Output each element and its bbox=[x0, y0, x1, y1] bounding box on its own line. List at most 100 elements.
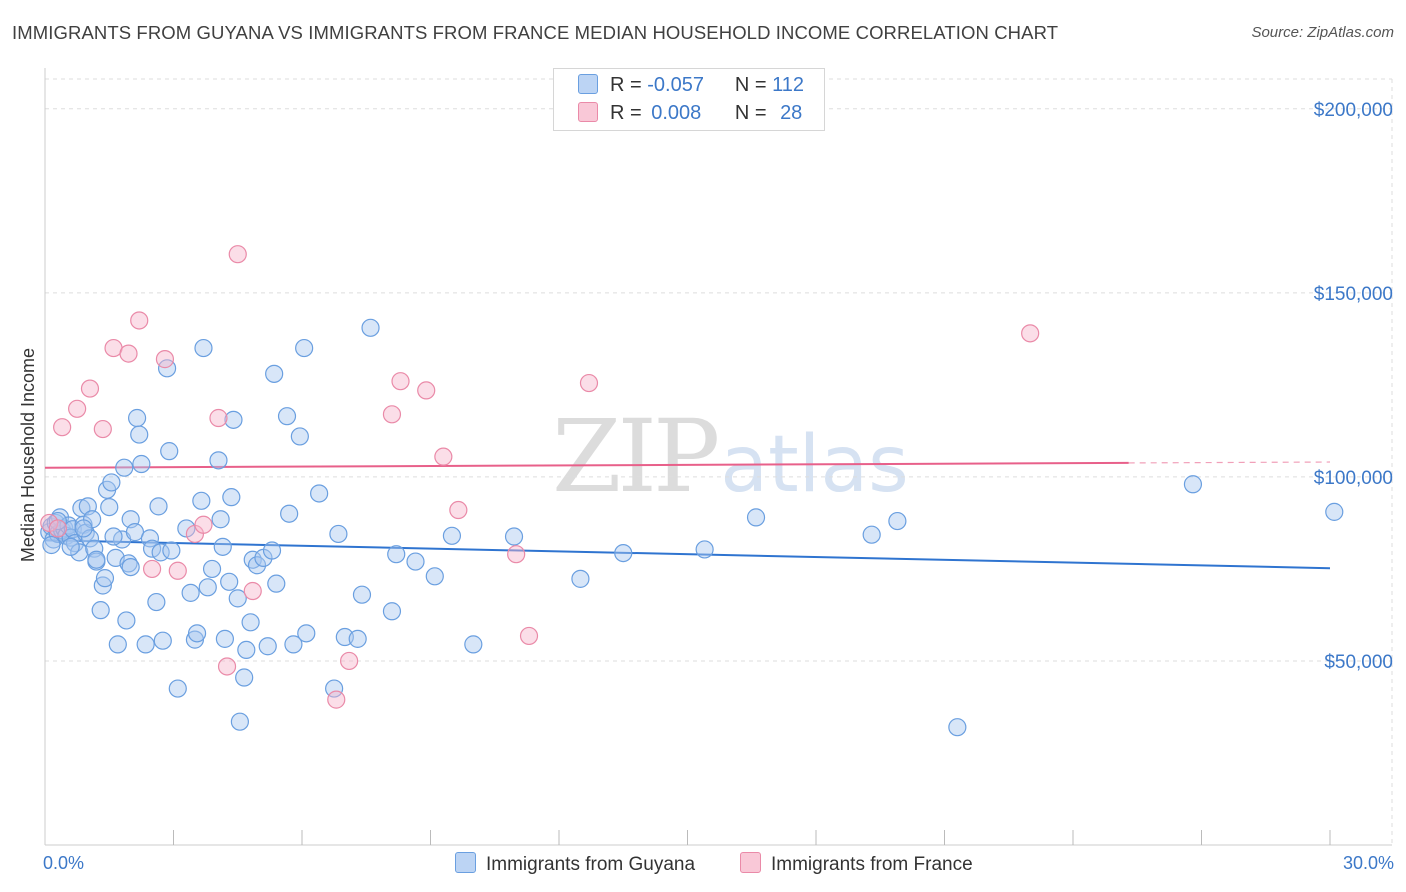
point-guyana bbox=[160, 442, 179, 461]
guyana-r-value: -0.057 bbox=[647, 74, 704, 96]
point-guyana bbox=[220, 572, 239, 591]
legend-row-france: R = 0.008 N = 28 bbox=[578, 102, 802, 126]
point-guyana bbox=[209, 451, 228, 470]
point-guyana bbox=[211, 510, 230, 529]
france-r-value: 0.008 bbox=[651, 102, 702, 124]
y-tick-label: $150,000 bbox=[1314, 284, 1393, 305]
point-guyana bbox=[127, 408, 147, 428]
point-guyana bbox=[888, 511, 907, 531]
point-france bbox=[434, 447, 453, 466]
point-france bbox=[579, 373, 599, 393]
point-france bbox=[80, 379, 100, 398]
point-guyana bbox=[262, 541, 282, 560]
point-guyana bbox=[1183, 475, 1203, 494]
point-guyana bbox=[115, 458, 134, 477]
point-guyana bbox=[695, 540, 714, 559]
point-guyana bbox=[42, 535, 61, 555]
point-guyana bbox=[267, 574, 286, 593]
france-n-value: 28 bbox=[780, 102, 803, 124]
point-guyana bbox=[117, 611, 136, 630]
point-guyana bbox=[91, 601, 110, 620]
point-guyana bbox=[194, 338, 213, 358]
point-guyana bbox=[325, 679, 344, 698]
axes bbox=[44, 68, 1392, 846]
point-france bbox=[449, 500, 468, 520]
chart-title: IMMIGRANTS FROM GUYANA VS IMMIGRANTS FRO… bbox=[12, 22, 1059, 43]
point-guyana bbox=[104, 527, 123, 546]
point-guyana bbox=[297, 624, 316, 643]
y-tick-label: $50,000 bbox=[1324, 652, 1393, 673]
point-guyana bbox=[121, 557, 140, 577]
point-guyana bbox=[181, 583, 200, 602]
point-france bbox=[142, 559, 162, 579]
point-guyana bbox=[571, 569, 590, 588]
point-france bbox=[382, 405, 402, 424]
point-guyana bbox=[948, 718, 967, 737]
point-guyana bbox=[149, 497, 168, 516]
point-guyana bbox=[108, 635, 127, 654]
point-guyana bbox=[247, 556, 267, 575]
point-guyana bbox=[258, 637, 277, 656]
point-guyana bbox=[132, 454, 151, 474]
point-france bbox=[93, 419, 112, 439]
point-guyana bbox=[222, 488, 241, 507]
point-guyana bbox=[130, 425, 149, 444]
bottom-france-swatch bbox=[740, 852, 761, 873]
bottom-legend-guyana: Immigrants from Guyana bbox=[455, 852, 695, 876]
x-tick-label-start: 0.0% bbox=[43, 853, 84, 873]
point-guyana bbox=[746, 508, 766, 527]
point-guyana bbox=[504, 527, 524, 546]
point-guyana bbox=[93, 576, 112, 595]
point-france bbox=[155, 350, 175, 369]
point-guyana bbox=[406, 552, 425, 571]
point-guyana bbox=[237, 640, 256, 660]
point-guyana bbox=[136, 635, 155, 654]
point-guyana bbox=[168, 679, 187, 698]
point-guyana bbox=[95, 569, 115, 588]
point-guyana bbox=[295, 338, 314, 358]
point-france bbox=[1021, 324, 1040, 343]
point-guyana bbox=[61, 537, 80, 556]
point-guyana bbox=[361, 318, 380, 337]
point-france bbox=[417, 381, 436, 400]
point-guyana bbox=[80, 529, 100, 548]
point-guyana bbox=[280, 504, 299, 523]
point-guyana bbox=[310, 484, 329, 503]
y-tick-label: $100,000 bbox=[1314, 468, 1393, 489]
point-guyana bbox=[329, 524, 348, 544]
guyana-n-value: 112 bbox=[772, 74, 804, 96]
guyana-swatch bbox=[578, 74, 598, 94]
point-france bbox=[48, 519, 67, 538]
point-france bbox=[507, 545, 526, 564]
point-guyana bbox=[265, 364, 284, 383]
point-guyana bbox=[213, 537, 232, 556]
point-guyana bbox=[614, 544, 633, 563]
trend-lines bbox=[44, 461, 1331, 570]
trend-line-guyana bbox=[44, 539, 1331, 570]
point-france bbox=[243, 581, 262, 601]
tick-labels: $50,000 $100,000 $150,000 $200,000 0.0% 30.0% bbox=[43, 100, 1394, 873]
point-guyana bbox=[382, 602, 402, 621]
point-france bbox=[217, 657, 237, 676]
france-n-label: N = bbox=[734, 102, 767, 124]
france-swatch bbox=[578, 102, 598, 122]
point-france bbox=[340, 651, 359, 671]
point-guyana bbox=[284, 635, 303, 654]
point-guyana bbox=[147, 592, 166, 612]
bottom-guyana-label: Immigrants from Guyana bbox=[486, 854, 696, 875]
point-guyana bbox=[228, 589, 247, 608]
point-guyana bbox=[87, 550, 106, 569]
point-france bbox=[119, 344, 138, 363]
correlation-legend: R = -0.057 N = 112 R = 0.008 N = 28 bbox=[553, 68, 825, 131]
point-guyana bbox=[153, 631, 172, 650]
point-guyana bbox=[425, 567, 444, 586]
grid-lines bbox=[45, 78, 1393, 845]
point-france bbox=[209, 408, 228, 428]
point-guyana bbox=[387, 545, 406, 564]
point-guyana bbox=[215, 629, 234, 648]
point-guyana bbox=[230, 712, 249, 731]
trend-line-france bbox=[44, 461, 1129, 469]
point-guyana bbox=[74, 519, 93, 538]
point-guyana bbox=[352, 585, 372, 604]
point-guyana bbox=[100, 497, 119, 517]
